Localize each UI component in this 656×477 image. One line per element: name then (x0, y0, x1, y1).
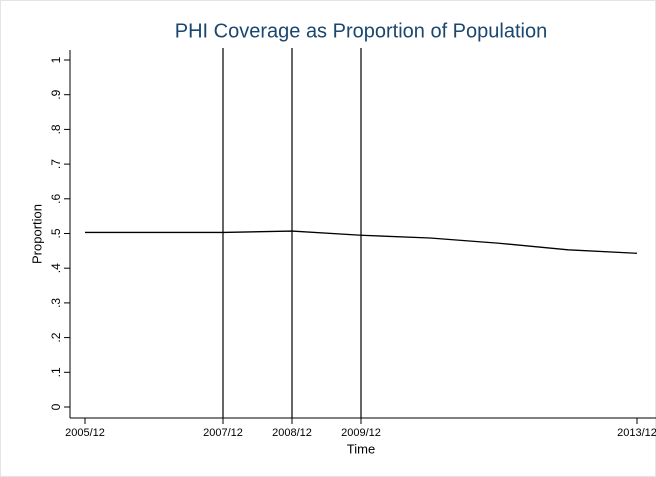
y-tick-label: .2 (49, 332, 63, 342)
x-tick-label: 2008/12 (272, 427, 312, 439)
chart-title: PHI Coverage as Proportion of Population (175, 20, 547, 42)
y-tick-label: .7 (49, 159, 63, 169)
x-tick-label: 2007/12 (203, 427, 243, 439)
x-tick-label: 2009/12 (341, 427, 381, 439)
y-axis-label: Proportion (29, 204, 44, 264)
y-tick-label: .8 (49, 124, 63, 134)
x-tick-label: 2013/12 (617, 427, 656, 439)
y-tick-label: .4 (49, 263, 63, 273)
y-tick-label: .6 (49, 193, 63, 203)
y-tick-label: 0 (49, 403, 63, 410)
data-line (85, 230, 638, 254)
y-tick-label: .5 (49, 228, 63, 238)
y-tick-label: .1 (49, 367, 63, 377)
y-tick-label: .3 (49, 298, 63, 308)
y-tick-label: .9 (49, 89, 63, 99)
y-tick-label: 1 (49, 56, 63, 63)
x-tick-label: 2005/12 (65, 427, 105, 439)
x-axis-label: Time (347, 441, 375, 456)
